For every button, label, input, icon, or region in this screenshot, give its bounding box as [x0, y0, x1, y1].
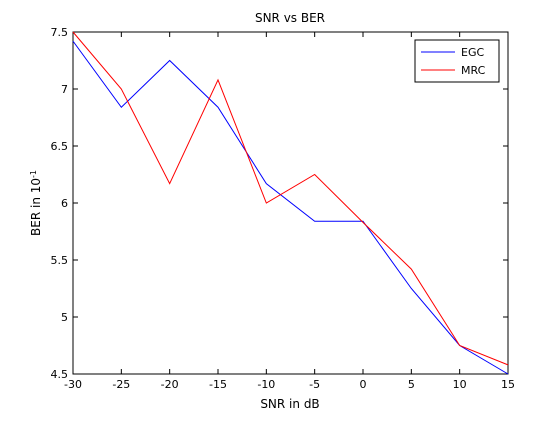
x-tick-label: -30	[64, 378, 82, 391]
y-tick-label: 6.5	[51, 140, 69, 153]
legend-box	[414, 39, 500, 83]
x-tick-label: 0	[360, 378, 367, 391]
series-line-mrc	[72, 31, 509, 366]
series-layer	[72, 31, 509, 375]
y-tick-label: 6	[61, 197, 68, 210]
legend-label-egc: EGC	[461, 46, 484, 59]
y-tick-label: 7	[61, 83, 68, 96]
x-tick-label: -10	[257, 378, 275, 391]
x-tick-label: 10	[453, 378, 467, 391]
x-axis-label: SNR in dB	[260, 397, 319, 411]
x-tick-label: -25	[112, 378, 130, 391]
x-tick-label: -5	[309, 378, 320, 391]
x-axis: -30 -25 -20 -15 -10 -5 0 5 10 15	[64, 32, 515, 391]
y-axis-label: BER in 10-1	[29, 170, 44, 236]
y-tick-label: 5	[61, 311, 68, 324]
y-tick-label: 4.5	[51, 368, 69, 381]
series-line-egc	[72, 40, 509, 375]
chart-title: SNR vs BER	[255, 11, 325, 25]
y-tick-label: 7.5	[51, 26, 69, 39]
x-tick-label: -20	[161, 378, 179, 391]
x-tick-label: -15	[209, 378, 227, 391]
x-tick-label: 5	[408, 378, 415, 391]
legend-label-mrc: MRC	[461, 64, 486, 77]
y-tick-label: 5.5	[51, 254, 69, 267]
y-axis: 4.5 5 5.5 6 6.5 7 7.5	[51, 26, 508, 381]
legend: EGC MRC	[414, 39, 500, 83]
x-tick-label: 15	[501, 378, 515, 391]
